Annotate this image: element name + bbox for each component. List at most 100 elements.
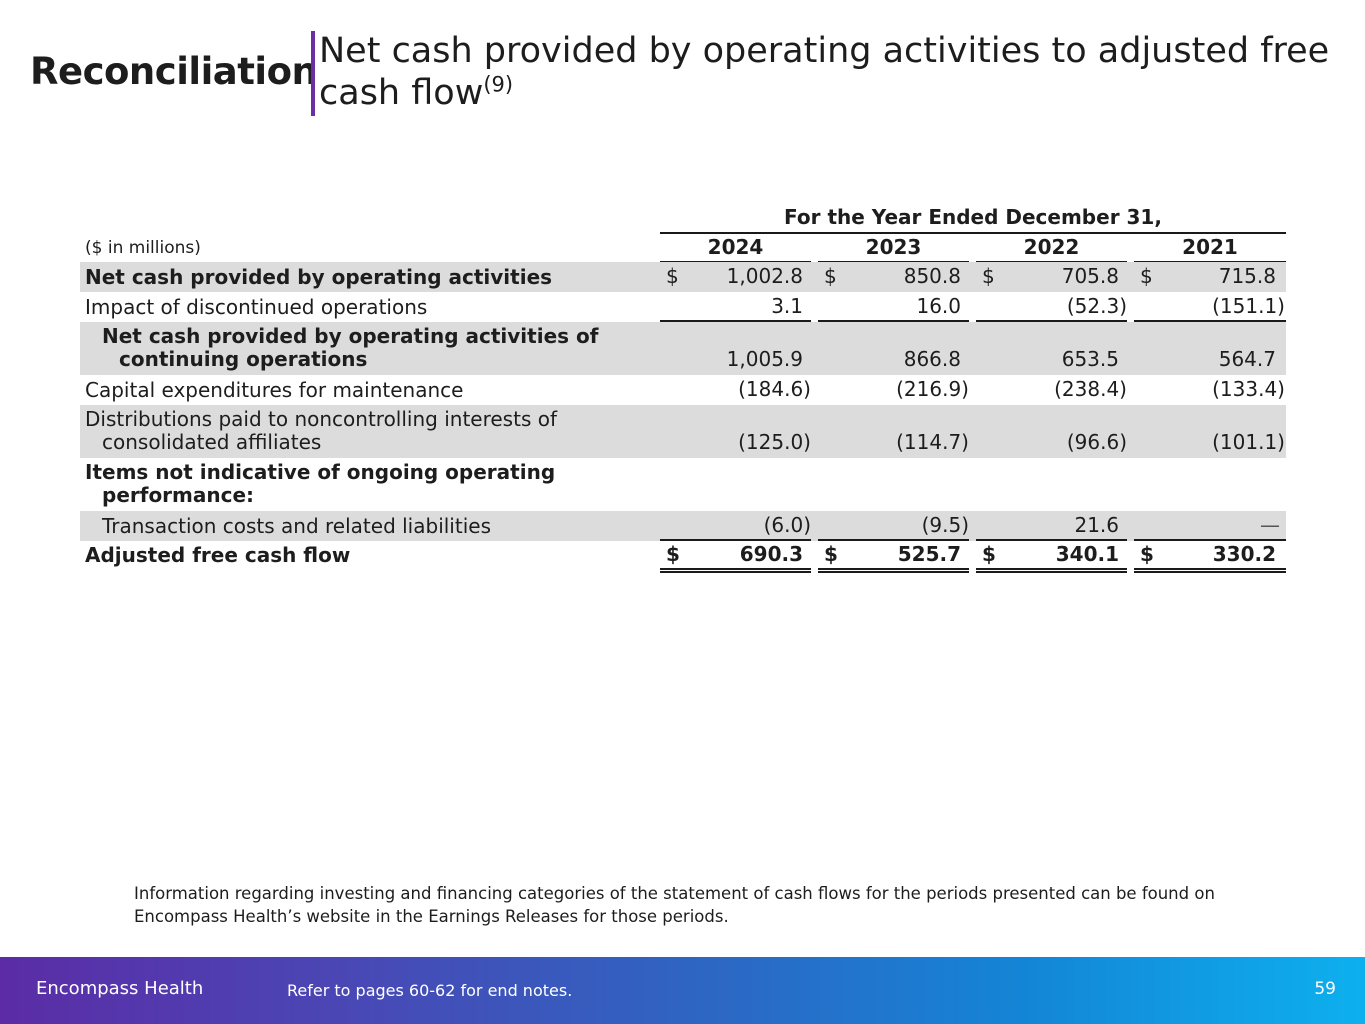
cell-2021: —	[1134, 511, 1286, 541]
row-label: Distributions paid to noncontrolling int…	[85, 408, 557, 454]
cell-2024: $690.3	[660, 541, 811, 573]
cell-value: (238.4)	[1054, 377, 1127, 401]
cell-2022: (238.4)	[976, 375, 1127, 405]
cell-value: 1,002.8	[726, 264, 803, 288]
cell-value: (216.9)	[896, 377, 969, 401]
currency-symbol: $	[982, 542, 996, 566]
page-number: 59	[1314, 979, 1336, 999]
year-header-2023: 2023	[818, 234, 969, 263]
table-row-net-cash-operating: Net cash provided by operating activitie…	[80, 262, 1286, 292]
cell-2023: $525.7	[818, 541, 969, 573]
cell-2022: 21.6	[976, 511, 1127, 541]
cell-2021: $715.8	[1134, 262, 1286, 292]
cell-2021: $330.2	[1134, 541, 1286, 573]
row-label: Transaction costs and related liabilitie…	[102, 514, 491, 538]
currency-symbol: $	[666, 264, 679, 288]
cell-value: (114.7)	[896, 430, 969, 454]
row-label: Impact of discontinued operations	[85, 295, 428, 319]
currency-symbol: $	[982, 264, 995, 288]
cell-2022: (96.6)	[976, 405, 1127, 458]
page-subtitle: Net cash provided by operating activitie…	[319, 30, 1339, 114]
row-label-line-2: performance:	[102, 483, 255, 507]
cell-value: 850.8	[903, 264, 961, 288]
cell-value: 525.7	[897, 542, 961, 566]
cell-value: 330.2	[1212, 542, 1276, 566]
currency-symbol: $	[824, 542, 838, 566]
row-label-line-1: Net cash provided by operating activitie…	[102, 324, 599, 348]
cell-2023: 16.0	[818, 292, 969, 322]
cell-value: 705.8	[1061, 264, 1119, 288]
cell-2022: (52.3)	[976, 292, 1127, 322]
currency-symbol: $	[1140, 542, 1154, 566]
row-label: Items not indicative of ongoing operatin…	[85, 461, 555, 507]
cell-2022: $340.1	[976, 541, 1127, 573]
cell-value: 21.6	[1074, 513, 1119, 537]
cell-2022: 653.5	[976, 322, 1127, 375]
year-header-2021: 2021	[1134, 234, 1286, 263]
table-row-capex: Capital expenditures for maintenance (18…	[80, 375, 1286, 405]
cell-value: 690.3	[739, 542, 803, 566]
cell-value: (184.6)	[738, 377, 811, 401]
table-row-adjusted-fcf: Adjusted free cash flow $690.3 $525.7 $3…	[80, 541, 1286, 573]
cell-value: (52.3)	[1066, 294, 1127, 318]
footer-end-notes-reference: Refer to pages 60-62 for end notes.	[287, 981, 573, 1000]
cell-2023: (9.5)	[818, 511, 969, 541]
currency-symbol: $	[824, 264, 837, 288]
cell-2021: (151.1)	[1134, 292, 1286, 322]
cell-value: (151.1)	[1212, 294, 1285, 318]
period-header: For the Year Ended December 31,	[660, 202, 1286, 234]
cell-value: 3.1	[771, 294, 803, 318]
cell-2021: (133.4)	[1134, 375, 1286, 405]
cell-2023: 866.8	[818, 322, 969, 375]
cell-2023: (216.9)	[818, 375, 969, 405]
subtitle-text: Net cash provided by operating activitie…	[319, 31, 1330, 113]
cell-2024: $1,002.8	[660, 262, 811, 292]
cell-2024: 1,005.9	[660, 322, 811, 375]
table-row-continuing-ops: Net cash provided by operating activitie…	[80, 322, 1286, 375]
subtitle-footnote-ref: (9)	[483, 72, 514, 97]
cell-value: 1,005.9	[726, 347, 803, 371]
row-label-line-2: consolidated affiliates	[102, 430, 322, 454]
cell-value: 866.8	[903, 347, 961, 371]
row-label-line-1: Distributions paid to noncontrolling int…	[85, 407, 557, 431]
currency-symbol: $	[666, 542, 680, 566]
cell-value: 653.5	[1061, 347, 1119, 371]
row-label: Capital expenditures for maintenance	[85, 378, 464, 402]
title-divider	[311, 31, 315, 116]
currency-symbol: $	[1140, 264, 1153, 288]
footnote-info: Information regarding investing and fina…	[134, 884, 1215, 926]
row-label: Adjusted free cash flow	[85, 543, 351, 567]
cell-value: 564.7	[1218, 347, 1276, 371]
cell-value: (133.4)	[1212, 377, 1285, 401]
table-row-distributions: Distributions paid to noncontrolling int…	[80, 405, 1286, 458]
cell-2023: (114.7)	[818, 405, 969, 458]
cell-2023: $850.8	[818, 262, 969, 292]
table-row-transaction-costs: Transaction costs and related liabilitie…	[80, 511, 1286, 541]
cell-2022: $705.8	[976, 262, 1127, 292]
year-header-2022: 2022	[976, 234, 1127, 263]
cell-2024: (184.6)	[660, 375, 811, 405]
cell-value: 340.1	[1055, 542, 1119, 566]
cell-value: —	[1260, 513, 1280, 537]
units-label: ($ in millions)	[85, 238, 201, 258]
cell-2021: 564.7	[1134, 322, 1286, 375]
cell-value: (6.0)	[763, 513, 811, 537]
cell-2024: (125.0)	[660, 405, 811, 458]
cell-value: 715.8	[1218, 264, 1276, 288]
cell-value: 16.0	[916, 294, 961, 318]
page-title: Reconciliation	[30, 50, 318, 93]
cell-value: (125.0)	[738, 430, 811, 454]
cell-value: (96.6)	[1066, 430, 1127, 454]
row-label: Net cash provided by operating activitie…	[102, 325, 598, 371]
cell-2024: 3.1	[660, 292, 811, 322]
footer-bar: Encompass Health Refer to pages 60-62 fo…	[0, 957, 1365, 1024]
cell-2021: (101.1)	[1134, 405, 1286, 458]
row-label-line-1: Items not indicative of ongoing operatin…	[85, 460, 556, 484]
row-label-line-2: continuing operations	[119, 347, 368, 371]
year-header-2024: 2024	[660, 234, 811, 263]
cell-value: (9.5)	[921, 513, 969, 537]
row-label: Net cash provided by operating activitie…	[85, 265, 553, 289]
footer-brand: Encompass Health	[36, 978, 204, 999]
cell-2024: (6.0)	[660, 511, 811, 541]
cell-value: (101.1)	[1212, 430, 1285, 454]
